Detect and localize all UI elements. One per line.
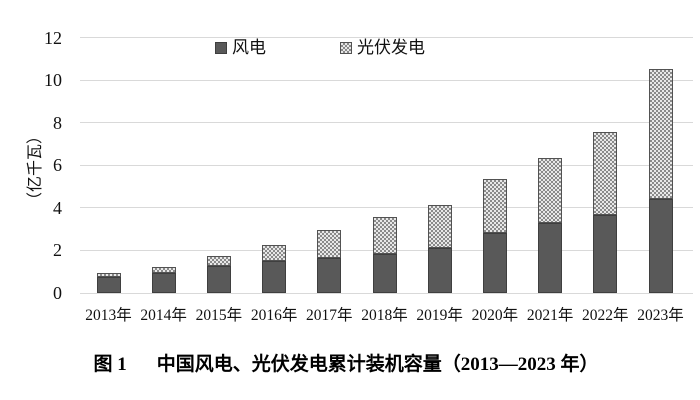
x-tick-label-2014年: 2014年 [140, 307, 187, 324]
figure-caption: 图 1 中国风电、光伏发电累计装机容量（2013—2023 年） [0, 352, 692, 378]
gridline-y-6 [80, 164, 693, 166]
gridline-y-0 [80, 292, 693, 294]
x-tick-label-2022年: 2022年 [582, 307, 629, 324]
legend-label-solar: 光伏发电 [357, 38, 425, 57]
x-tick-label-2013年: 2013年 [85, 307, 132, 324]
bar-solar-2020年 [482, 179, 507, 234]
x-tick-label-2020年: 2020年 [471, 307, 519, 324]
figure-caption-text: 中国风电、光伏发电累计装机容量（2013—2023 年） [156, 354, 599, 375]
bar-wind-2015年 [206, 265, 231, 293]
bar-solar-2015年 [206, 256, 231, 266]
x-tick-label-2021年: 2021年 [526, 307, 574, 324]
y-tick-label-0: 0 [53, 283, 62, 303]
bar-wind-2020年 [482, 233, 507, 293]
x-tick-label-2015年: 2015年 [195, 307, 243, 324]
legend: 风电 光伏发电 [215, 39, 425, 57]
bar-solar-2013年 [96, 272, 121, 277]
x-tick-label-2023年: 2023年 [637, 307, 684, 324]
y-tick-label-12: 12 [44, 27, 62, 48]
wind-legend-swatch-icon [215, 42, 227, 54]
bar-solar-2022年 [593, 131, 618, 216]
y-tick-label-2: 2 [53, 240, 62, 261]
gridline-y-4 [80, 207, 693, 209]
bar-wind-2013年 [96, 276, 121, 293]
bar-wind-2018年 [372, 253, 397, 293]
x-tick-label-2018年: 2018年 [361, 307, 408, 324]
gridline-y-10 [80, 79, 693, 81]
legend-label-wind: 风电 [232, 38, 266, 57]
legend-item-solar: 光伏发电 [340, 39, 425, 57]
bar-wind-2014年 [151, 272, 176, 293]
bar-solar-2018年 [372, 216, 397, 254]
y-tick-label-6: 6 [53, 155, 62, 176]
bar-wind-2017年 [317, 258, 342, 293]
bar-wind-2016年 [262, 261, 287, 293]
solar-legend-swatch-icon [340, 42, 352, 54]
bar-solar-2016年 [262, 244, 287, 262]
y-tick-label-4: 4 [53, 197, 62, 218]
bar-solar-2023年 [648, 69, 673, 200]
figure-caption-number: 图 1 [93, 354, 127, 375]
bar-wind-2019年 [427, 248, 452, 293]
y-tick-label-8: 8 [53, 112, 62, 133]
bar-wind-2022年 [593, 215, 618, 293]
bar-solar-2021年 [538, 158, 563, 224]
x-tick-label-2017年: 2017年 [306, 307, 353, 324]
y-axis-title: （亿千瓦） [27, 128, 44, 209]
legend-item-wind: 风电 [215, 39, 266, 57]
x-tick-label-2016年: 2016年 [250, 307, 298, 324]
x-tick-label-2019年: 2019年 [416, 307, 463, 324]
gridline-y-8 [80, 122, 693, 124]
bar-wind-2021年 [538, 223, 563, 293]
bar-solar-2017年 [317, 230, 342, 259]
y-tick-label-10: 10 [44, 70, 62, 91]
gridline-y-12 [80, 37, 693, 38]
bar-solar-2014年 [151, 266, 176, 273]
bar-wind-2023年 [648, 199, 673, 293]
bar-solar-2019年 [427, 204, 452, 249]
